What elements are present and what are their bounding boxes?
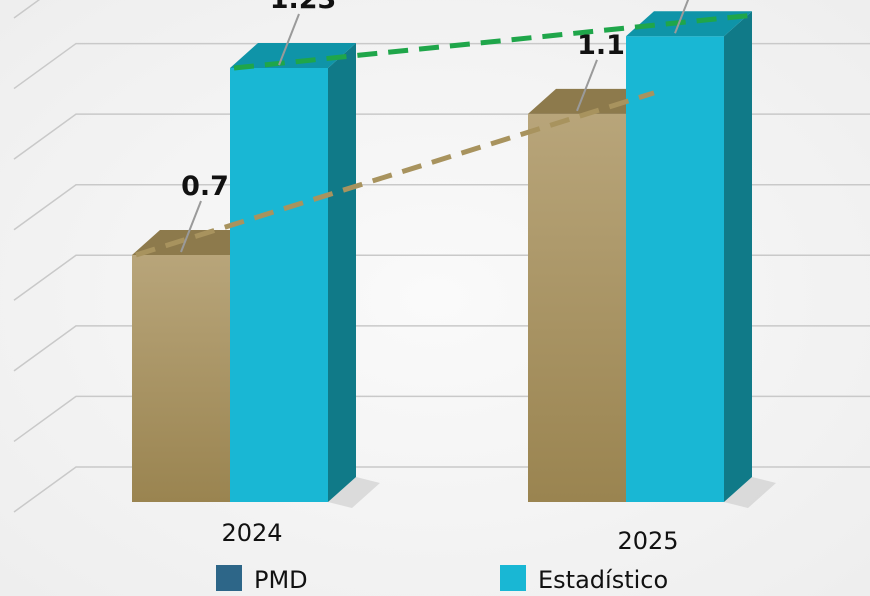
value-label: 0.7 bbox=[181, 171, 229, 202]
bar-side bbox=[724, 11, 752, 502]
bar-estad-stico-2025 bbox=[626, 11, 752, 502]
value-label-leader bbox=[180, 200, 202, 253]
bar-front bbox=[626, 36, 724, 502]
gridlines bbox=[13, 0, 870, 513]
bar-top bbox=[626, 11, 752, 37]
bar-front bbox=[132, 255, 230, 502]
bar-front bbox=[230, 67, 328, 502]
bar-estad-stico-2024 bbox=[230, 42, 356, 502]
value-label: 1.1 bbox=[577, 30, 625, 61]
bar-top bbox=[132, 230, 258, 255]
trend-line-estad-stico bbox=[233, 12, 753, 71]
bar-shadow bbox=[724, 477, 776, 508]
trend-lines bbox=[135, 12, 753, 258]
category-label-2025: 2025 bbox=[617, 527, 678, 555]
legend: PMD Estadístico bbox=[216, 565, 668, 594]
bar-shadow bbox=[328, 477, 380, 508]
bar-top bbox=[230, 42, 356, 68]
bar-side bbox=[328, 42, 356, 502]
value-label-leader bbox=[674, 0, 690, 34]
trend-line-pmd bbox=[135, 90, 655, 258]
legend-label-estad-stico: Estadístico bbox=[538, 566, 668, 594]
bar-top bbox=[528, 88, 654, 114]
value-label-leader bbox=[278, 13, 300, 66]
legend-swatch-estad-stico bbox=[500, 565, 526, 591]
category-label-2024: 2024 bbox=[221, 519, 282, 547]
bar-front bbox=[528, 113, 626, 502]
legend-label-pmd: PMD bbox=[254, 566, 308, 594]
category-labels: 2024 2025 bbox=[221, 519, 678, 555]
value-labels: 0.71.231.11.32 bbox=[180, 0, 690, 253]
bars bbox=[132, 11, 752, 502]
value-label-leader bbox=[576, 59, 598, 112]
gridline bbox=[13, 0, 41, 19]
value-label: 1.23 bbox=[270, 0, 337, 15]
gridline bbox=[13, 42, 870, 90]
bar-shadows bbox=[328, 477, 776, 508]
legend-swatch-pmd bbox=[216, 565, 242, 591]
